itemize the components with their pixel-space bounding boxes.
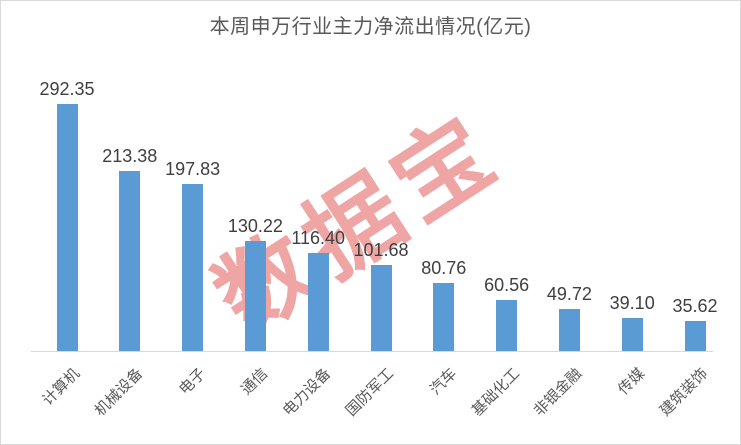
value-label: 213.38: [102, 146, 158, 166]
bar: [244, 241, 266, 351]
bar: [621, 318, 643, 351]
value-label: 130.22: [227, 216, 283, 236]
category-label: 电力设备: [279, 365, 335, 420]
bar: [370, 265, 392, 351]
category-label: 电子: [175, 365, 209, 399]
category-label: 非银金融: [531, 365, 586, 420]
value-label: 101.68: [353, 240, 409, 260]
bar: [496, 300, 518, 351]
value-label: 80.76: [421, 258, 467, 278]
value-label: 39.10: [609, 293, 655, 313]
x-axis-line: [31, 351, 713, 352]
value-label: 35.62: [672, 296, 718, 316]
bar: [307, 253, 329, 351]
value-label: 60.56: [484, 275, 530, 295]
bar: [182, 184, 204, 351]
category-label: 通信: [238, 365, 272, 399]
bar: [684, 321, 706, 351]
bar: [558, 309, 580, 351]
category-label: 国防军工: [342, 365, 398, 420]
category-label: 基础化工: [468, 365, 523, 420]
category-label: 传媒: [615, 365, 649, 399]
value-label: 49.72: [546, 284, 592, 304]
category-label: 汽车: [426, 365, 460, 399]
value-label: 116.40: [291, 228, 346, 248]
chart-title: 本周申万行业主力净流出情况(亿元): [209, 16, 532, 38]
category-label: 计算机: [39, 365, 84, 409]
category-label: 机械设备: [91, 365, 146, 420]
bar: [433, 283, 455, 351]
value-label: 292.35: [39, 79, 95, 99]
bar: [56, 104, 78, 351]
bar: [119, 171, 141, 351]
value-label: 197.83: [165, 159, 221, 179]
category-label: 建筑装饰: [656, 365, 712, 420]
